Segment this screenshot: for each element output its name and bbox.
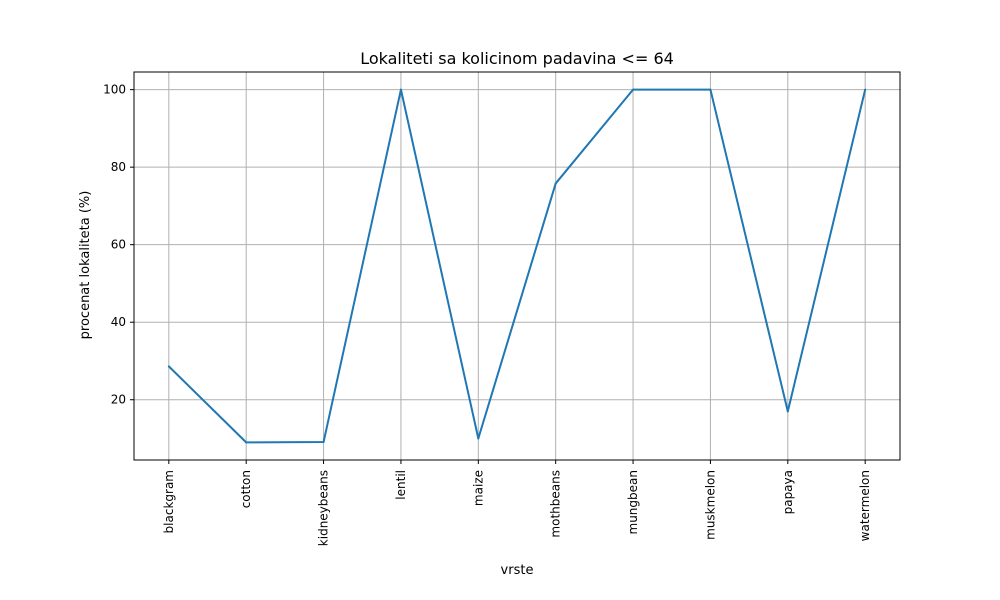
y-tick-label: 60 <box>111 238 126 252</box>
data-point <box>399 88 402 91</box>
data-point <box>632 88 635 91</box>
x-tick-label: maize <box>471 470 485 506</box>
grid <box>134 72 900 460</box>
y-axis-ticks: 20 40 60 80 100 <box>103 83 134 407</box>
data-point <box>322 440 325 443</box>
x-axis-ticks: blackgram cotton kidneybeans lentil maize mot… <box>162 460 872 546</box>
x-tick-label: mungbean <box>626 470 640 534</box>
data-point <box>786 410 789 413</box>
plot-frame <box>133 71 901 461</box>
y-tick-label: 80 <box>111 160 126 174</box>
y-tick-label: 40 <box>111 315 126 329</box>
series-line <box>168 88 867 444</box>
y-axis-label: procenat lokaliteta (%) <box>78 191 93 340</box>
x-tick-label: cotton <box>239 470 253 508</box>
x-tick-label: muskmelon <box>703 470 717 540</box>
series <box>167 88 867 444</box>
data-point <box>709 88 712 91</box>
data-point <box>554 182 557 185</box>
data-point <box>864 88 867 91</box>
x-tick-label: kidneybeans <box>317 470 331 546</box>
x-tick-label: papaya <box>781 470 795 514</box>
data-point <box>167 365 170 368</box>
x-tick-label: blackgram <box>162 470 176 533</box>
x-axis-label: vrste <box>501 563 534 578</box>
x-tick-label: mothbeans <box>549 470 563 538</box>
y-tick-label: 20 <box>111 393 126 407</box>
x-tick-label: lentil <box>394 470 408 500</box>
x-tick-label: watermelon <box>858 470 872 541</box>
data-point <box>245 441 248 444</box>
y-tick-label: 100 <box>103 83 126 97</box>
chart-title: Lokaliteti sa kolicinom padavina <= 64 <box>360 49 674 68</box>
data-point <box>477 437 480 440</box>
